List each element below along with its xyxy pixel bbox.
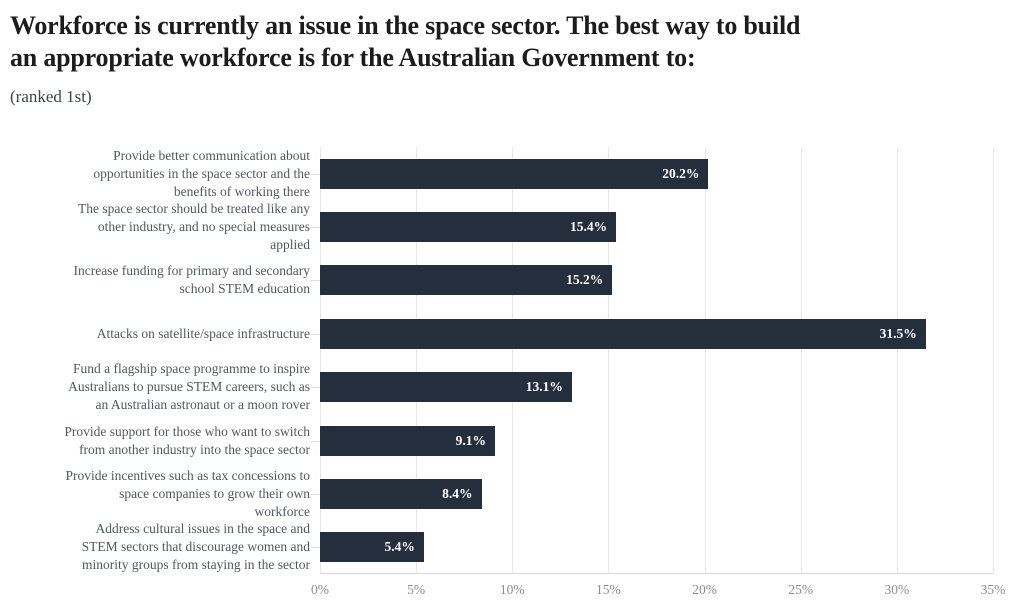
chart-title: Workforce is currently an issue in the s… <box>10 11 801 72</box>
x-tick-label: 0% <box>311 582 329 597</box>
bar: 5.4% <box>320 532 424 563</box>
bar-value-label: 13.1% <box>525 379 563 395</box>
bar: 20.2% <box>320 158 709 189</box>
x-axis-line <box>320 573 993 574</box>
category-label: Provide support for those who want to sw… <box>64 423 310 457</box>
category-label: Fund a flagship space programme to inspi… <box>68 361 310 413</box>
x-tick-label: 20% <box>692 582 717 597</box>
gridline <box>993 147 994 574</box>
category-label: The space sector should be treated like … <box>77 201 310 253</box>
bar-value-label: 8.4% <box>442 485 473 501</box>
category-label: Provide better communication about oppor… <box>93 147 310 199</box>
gridline <box>608 147 610 574</box>
y-tick <box>311 173 320 175</box>
chart-subtitle: (ranked 1st) <box>10 87 92 106</box>
gridline <box>704 147 706 574</box>
y-tick <box>311 493 320 495</box>
x-tick-label: 10% <box>499 582 525 597</box>
category-label: Increase funding for primary and seconda… <box>73 263 310 297</box>
y-tick <box>311 333 320 335</box>
x-tick-label: 35% <box>980 582 1006 597</box>
y-tick <box>311 387 320 389</box>
bar: 15.2% <box>320 265 613 296</box>
y-tick <box>311 227 320 229</box>
bar-value-label: 5.4% <box>384 539 415 555</box>
x-tick-label: 25% <box>788 582 814 597</box>
x-tick-label: 5% <box>407 582 426 597</box>
category-label: Provide incentives such as tax concessio… <box>65 467 310 519</box>
bar: 8.4% <box>320 478 482 509</box>
plot-area: 0% 5% 10% 15% 20% 25% 30% 35% 20.2% 15.4% 15.2% 31.… <box>311 147 1005 597</box>
x-tick-label: 15% <box>596 582 621 597</box>
y-tick <box>311 440 320 442</box>
bar-value-label: 31.5% <box>879 325 917 341</box>
bar: 9.1% <box>320 425 495 456</box>
bar: 13.1% <box>320 372 572 403</box>
bar-value-label: 15.2% <box>566 272 604 288</box>
bar: 31.5% <box>320 318 926 349</box>
gridline <box>800 147 802 574</box>
bar-value-label: 15.4% <box>569 219 608 235</box>
gridline <box>416 147 418 574</box>
bar-value-label: 20.2% <box>662 165 700 181</box>
category-label: Attacks on satellite/space infrastructur… <box>96 325 310 341</box>
gridline <box>512 147 514 574</box>
bar: 15.4% <box>320 212 617 243</box>
y-tick <box>311 547 320 549</box>
gridline <box>320 147 321 574</box>
bar-value-label: 9.1% <box>455 432 486 448</box>
gridline <box>896 147 898 574</box>
x-tick-label: 30% <box>884 582 910 597</box>
y-tick <box>311 280 320 282</box>
category-label: Address cultural issues in the space and… <box>81 521 310 573</box>
